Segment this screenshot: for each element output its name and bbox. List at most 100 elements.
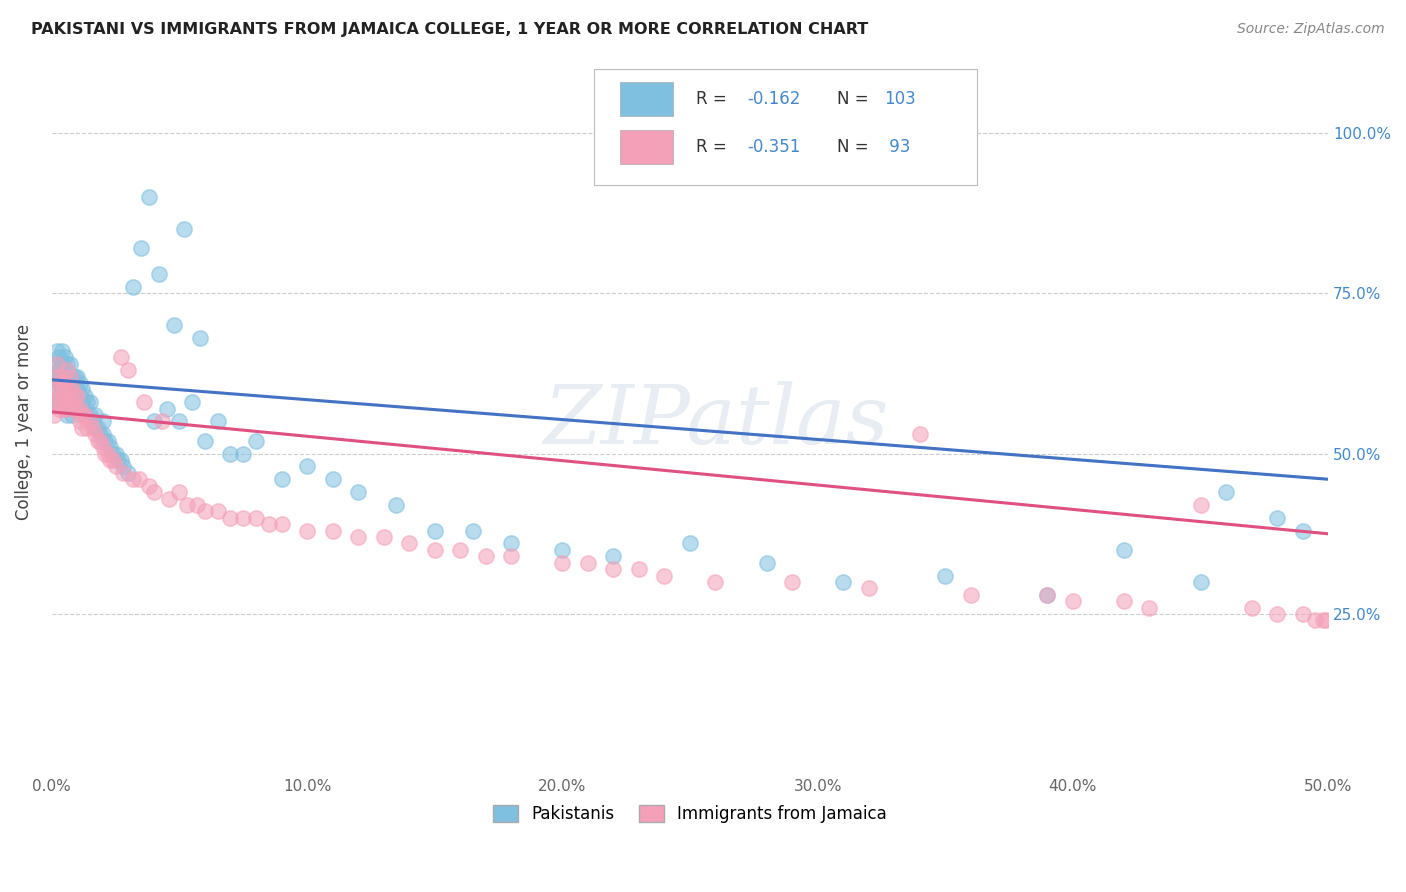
FancyBboxPatch shape (595, 69, 977, 185)
Point (322, 524, 344, 538)
Point (94, 434, 117, 448)
Point (100, 453, 122, 467)
Point (1291, 524, 1313, 538)
Point (347, 530, 370, 544)
FancyBboxPatch shape (620, 130, 673, 164)
Point (232, 446, 254, 460)
Point (122, 472, 145, 486)
Point (89, 434, 111, 448)
Point (56, 363, 79, 377)
Point (51, 395, 73, 409)
Point (66, 389, 89, 403)
Point (63, 383, 86, 397)
Point (551, 556, 574, 570)
Point (53, 389, 76, 403)
Point (51, 369, 73, 384)
Point (1305, 614, 1327, 628)
Point (69, 389, 91, 403)
Point (59, 357, 82, 371)
Point (60, 383, 83, 397)
Point (858, 582, 880, 596)
Text: -0.351: -0.351 (748, 138, 801, 156)
Point (207, 415, 229, 429)
Point (1112, 594, 1135, 608)
Point (45, 395, 67, 409)
Point (117, 363, 139, 377)
Point (112, 466, 135, 480)
Point (82, 421, 104, 435)
Point (142, 485, 165, 500)
Point (173, 222, 195, 236)
Point (245, 434, 267, 448)
Point (51, 343, 73, 358)
Point (66, 383, 89, 397)
Point (56, 395, 79, 409)
Point (755, 556, 778, 570)
Text: R =: R = (696, 90, 733, 108)
Point (59, 395, 82, 409)
FancyBboxPatch shape (620, 82, 673, 116)
Point (132, 395, 155, 409)
Point (59, 369, 82, 384)
Point (148, 267, 170, 281)
Point (142, 415, 165, 429)
Point (79, 395, 101, 409)
Point (51, 383, 73, 397)
Point (56, 357, 79, 371)
Point (53, 389, 76, 403)
Point (501, 549, 523, 564)
Point (398, 536, 420, 550)
Text: 93: 93 (884, 138, 910, 156)
Point (129, 241, 152, 255)
Point (551, 542, 574, 557)
Point (79, 415, 101, 429)
Point (679, 536, 702, 550)
Point (72, 421, 94, 435)
Point (73, 389, 96, 403)
Point (48, 369, 70, 384)
Point (59, 395, 82, 409)
Point (45, 369, 67, 384)
Point (44, 383, 66, 397)
Point (704, 574, 727, 589)
Point (72, 395, 94, 409)
Point (232, 510, 254, 524)
Point (48, 376, 70, 390)
Text: 103: 103 (884, 90, 915, 108)
Point (163, 318, 186, 333)
Text: -0.162: -0.162 (748, 90, 801, 108)
Point (602, 549, 624, 564)
Legend: Pakistanis, Immigrants from Jamaica: Pakistanis, Immigrants from Jamaica (486, 798, 894, 830)
Point (63, 389, 86, 403)
Point (44, 369, 66, 384)
Point (84, 421, 107, 435)
Point (91, 415, 114, 429)
Point (60, 369, 83, 384)
Point (449, 542, 471, 557)
Point (1265, 510, 1288, 524)
Point (86, 421, 108, 435)
Text: Source: ZipAtlas.com: Source: ZipAtlas.com (1237, 22, 1385, 37)
Point (51, 383, 73, 397)
Point (188, 331, 211, 345)
Point (627, 562, 650, 576)
Text: ZIPatlas: ZIPatlas (543, 382, 889, 461)
Point (1139, 600, 1161, 615)
Point (76, 408, 98, 422)
Point (295, 459, 318, 474)
Point (270, 472, 292, 486)
Point (1189, 574, 1212, 589)
Text: PAKISTANI VS IMMIGRANTS FROM JAMAICA COLLEGE, 1 YEAR OR MORE CORRELATION CHART: PAKISTANI VS IMMIGRANTS FROM JAMAICA COL… (31, 22, 868, 37)
Point (101, 453, 124, 467)
Point (94, 446, 117, 460)
Point (59, 383, 82, 397)
Point (60, 395, 83, 409)
Point (45, 343, 67, 358)
Point (48, 376, 70, 390)
Point (97, 434, 120, 448)
Point (385, 498, 408, 512)
Point (245, 510, 267, 524)
Point (104, 446, 127, 460)
Point (186, 498, 208, 512)
Point (1265, 607, 1288, 621)
